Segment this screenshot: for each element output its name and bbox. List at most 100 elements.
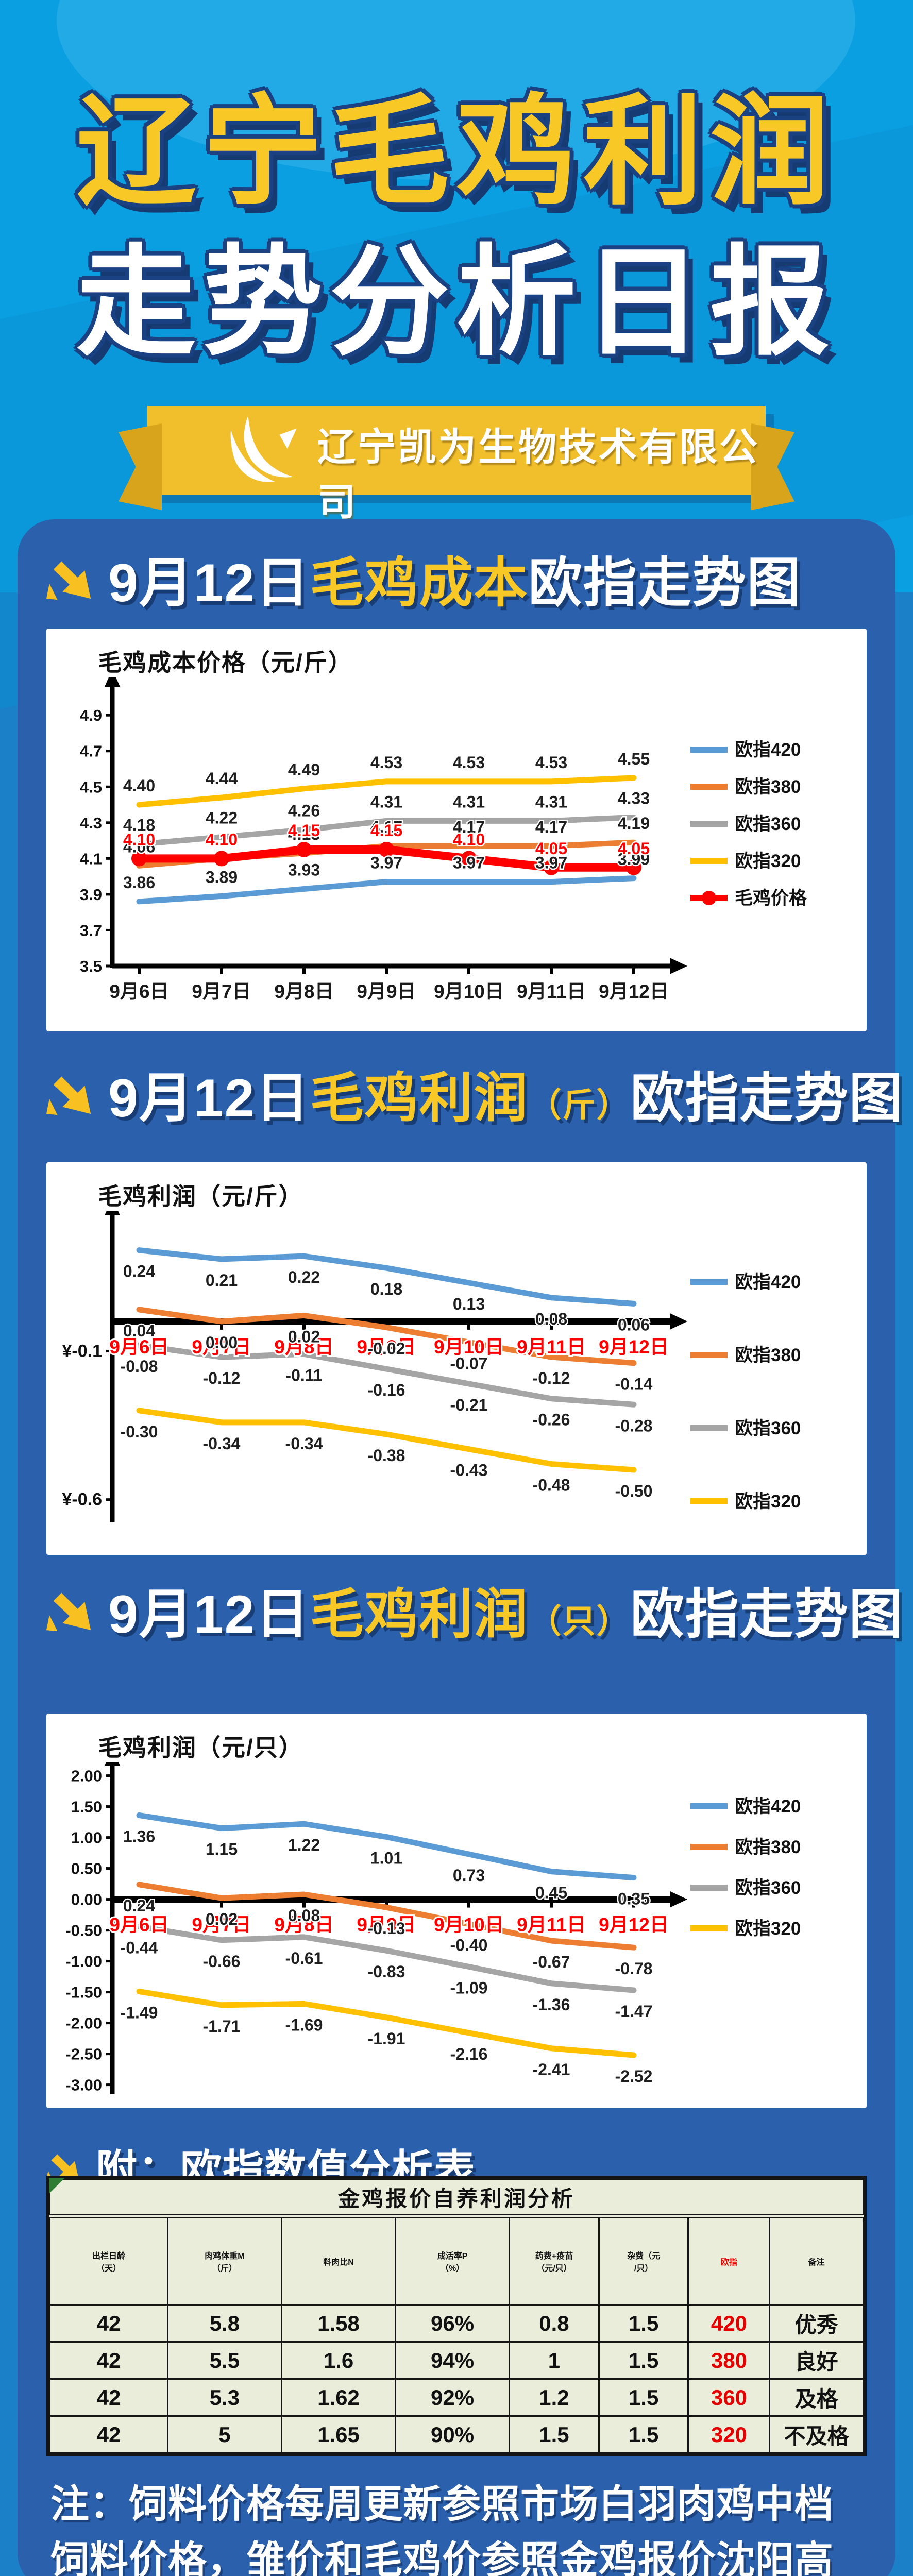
section-cost-highlight: 毛鸡成本 [310,553,529,613]
table-cell: 1.2 [509,2378,600,2417]
svg-text:4.53: 4.53 [370,753,402,772]
svg-text:9月9日: 9月9日 [357,1336,416,1358]
svg-text:3.97: 3.97 [535,854,567,872]
svg-text:4.05: 4.05 [618,839,650,858]
svg-text:9月7日: 9月7日 [192,1336,251,1358]
svg-text:-1.71: -1.71 [203,2017,241,2036]
page-title-line1: 辽宁毛鸡利润 [76,86,837,219]
svg-text:4.9: 4.9 [80,706,102,724]
svg-text:9月8日: 9月8日 [274,1336,333,1358]
section-jin-date: 9月12日 [108,1068,310,1128]
svg-text:-0.21: -0.21 [450,1396,488,1414]
svg-text:0.02: 0.02 [206,1910,238,1928]
svg-text:4.19: 4.19 [618,814,650,833]
section-zhi-unit: （只） [528,1602,631,1640]
company-banner: 辽宁凯为生物技术有限公司 Liaoning Kaiwei Biological … [119,406,794,552]
svg-text:1.01: 1.01 [370,1849,402,1867]
svg-text:4.31: 4.31 [535,792,567,811]
svg-text:4.53: 4.53 [453,753,485,772]
svg-text:3.93: 3.93 [288,860,320,879]
svg-text:-1.36: -1.36 [533,1995,570,2014]
section-zhi-highlight: 毛鸡利润 [310,1584,529,1645]
table-cell: 5.5 [166,2341,283,2380]
svg-text:-1.91: -1.91 [368,2029,405,2048]
svg-text:3.89: 3.89 [206,868,238,886]
section-header-cost: 9月12日毛鸡成本欧指走势图 [44,539,802,616]
svg-text:9月12日: 9月12日 [599,1336,669,1358]
svg-text:¥-0.1: ¥-0.1 [62,1342,103,1361]
main-panel: 9月12日毛鸡成本欧指走势图 毛鸡成本价格（元/斤） 3.5 3.7 3.9 4.1 4… [18,519,903,2576]
table-cell: 90% [395,2415,511,2454]
profit-zhi-chart-svg: 2.00 1.50 1.00 0.50 0.00 -0.50 -1.00 -1.50 -2.00… [65,1762,801,2094]
analysis-table: 金鸡报价自养利润分析 出栏日龄 （天） 肉鸡体重M （斤） 料肉比N 成活率P （%） 药费+疫… [49,2178,864,2454]
svg-text:-0.67: -0.67 [533,1953,570,1971]
table-cell: 1 [509,2341,600,2380]
svg-text:1.00: 1.00 [71,1829,102,1847]
svg-text:-0.26: -0.26 [533,1411,570,1429]
svg-text:4.18: 4.18 [123,816,155,835]
svg-text:-1.50: -1.50 [65,1984,102,2002]
table-cell: 320 [687,2415,771,2454]
svg-text:-0.02: -0.02 [368,1339,405,1358]
svg-text:-1.09: -1.09 [450,1978,488,1997]
section-jin-highlight: 毛鸡利润 [310,1068,529,1128]
table-cell: 1.6 [280,2341,397,2380]
svg-text:0.18: 0.18 [370,1280,402,1298]
svg-text:欧指420: 欧指420 [735,1797,801,1817]
section-header-profit-jin: 9月12日毛鸡利润（斤）欧指走势图 [44,1054,904,1131]
svg-text:-2.16: -2.16 [450,2045,488,2063]
column-header: 杂费（元/只） [598,2215,689,2306]
column-header: 药费+疫苗 （元/只） [509,2215,600,2306]
table-cell: 96% [395,2304,511,2343]
svg-text:9月12日: 9月12日 [599,1914,669,1936]
svg-text:-1.69: -1.69 [285,2015,323,2034]
svg-text:-0.08: -0.08 [121,1357,158,1376]
table-cell: 1.5 [509,2415,600,2454]
svg-text:-2.52: -2.52 [615,2067,653,2086]
column-header: 成活率P （%） [395,2215,511,2306]
svg-text:9月7日: 9月7日 [192,1914,251,1936]
svg-text:4.10: 4.10 [453,830,485,849]
table-title: 金鸡报价自养利润分析 [49,2178,864,2218]
table-cell: 5.8 [166,2304,283,2343]
svg-text:9月11日: 9月11日 [517,981,586,1002]
svg-text:9月11日: 9月11日 [517,1336,586,1358]
svg-text:0.02: 0.02 [288,1327,320,1346]
svg-text:3.9: 3.9 [80,886,102,904]
table-cell: 1.5 [598,2304,689,2343]
svg-text:欧指380: 欧指380 [735,777,801,797]
svg-text:1.36: 1.36 [123,1827,155,1845]
table-cell: 及格 [769,2378,864,2417]
svg-text:-0.16: -0.16 [368,1381,405,1399]
table-header-row: 出栏日龄 （天） 肉鸡体重M （斤） 料肉比N 成活率P （%） 药费+疫苗 （元/只） 杂费（元… [49,2215,864,2306]
table-row: 42 5.8 1.58 96% 0.8 1.5 420 优秀 [49,2304,864,2343]
cost-chart-svg: 3.5 3.7 3.9 4.1 4.3 4.5 4.7 4.9 9月6日 9月7日 9月8日 9月9日… [80,677,807,1004]
svg-text:4.26: 4.26 [288,802,320,820]
table-cell: 1.5 [598,2341,689,2380]
svg-text:-0.40: -0.40 [450,1936,488,1955]
svg-text:-3.00: -3.00 [65,2076,102,2094]
svg-text:0.22: 0.22 [288,1268,320,1286]
svg-text:欧指380: 欧指380 [735,1837,801,1857]
svg-text:9月10日: 9月10日 [434,1914,504,1936]
table-body: 金鸡报价自养利润分析 出栏日龄 （天） 肉鸡体重M （斤） 料肉比N 成活率P （%） 药费+疫… [49,2178,864,2454]
table-cell: 42 [49,2304,168,2343]
svg-text:3.86: 3.86 [123,873,155,892]
table-cell: 42 [49,2415,168,2454]
svg-text:毛鸡价格: 毛鸡价格 [735,888,807,908]
svg-text:-0.50: -0.50 [615,1482,653,1500]
section-cost-suffix: 欧指走势图 [528,553,802,613]
table-cell: 5 [166,2415,283,2454]
svg-text:9月12日: 9月12日 [599,981,669,1002]
svg-text:4.31: 4.31 [370,792,402,811]
svg-text:4.40: 4.40 [123,776,155,795]
profit-zhi-chart-card: 毛鸡利润（元/只） 2.00 1.50 1.00 0.50 0.00 -0.50 -1.00… [46,1714,867,2108]
svg-text:0.00: 0.00 [71,1891,102,1909]
svg-text:4.7: 4.7 [80,742,102,760]
svg-text:4.10: 4.10 [206,830,238,849]
svg-text:-1.47: -1.47 [615,2002,653,2021]
profit-jin-chart-svg: ¥-0.1 ¥-0.6 9月6日 9月7日 9月8日 9月9日 9月10日 9月11日 9月12… [62,1211,801,1522]
svg-text:9月11日: 9月11日 [517,1914,586,1936]
table-cell: 良好 [769,2341,864,2380]
svg-text:3.97: 3.97 [453,854,485,872]
